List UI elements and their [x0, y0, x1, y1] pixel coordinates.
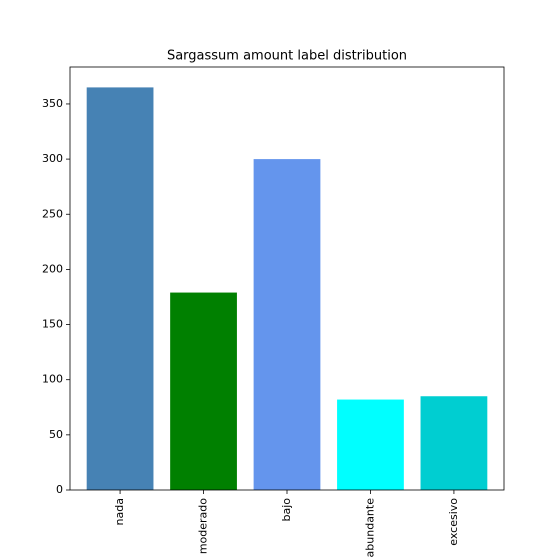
y-tick-label: 50: [49, 428, 63, 441]
y-tick-label: 0: [56, 483, 63, 496]
y-tick-label: 200: [42, 262, 63, 275]
bar: [253, 159, 321, 490]
x-tick-label: abundante: [363, 498, 376, 558]
y-tick-label: 100: [42, 373, 63, 386]
bar: [86, 87, 154, 490]
chart-title: Sargassum amount label distribution: [167, 49, 407, 64]
bar: [170, 292, 237, 490]
bar: [337, 399, 404, 490]
x-tick-label: excesivo: [447, 498, 460, 546]
y-tick-label: 150: [42, 318, 63, 331]
y-tick-label: 350: [42, 97, 63, 110]
y-tick-label: 300: [42, 152, 63, 165]
x-tick-label: moderado: [197, 498, 210, 554]
y-tick-label: 250: [42, 207, 63, 220]
x-tick-label: bajo: [280, 498, 293, 522]
bar: [420, 396, 488, 490]
x-tick-label: nada: [113, 498, 126, 525]
plot-frame: [69, 66, 505, 491]
